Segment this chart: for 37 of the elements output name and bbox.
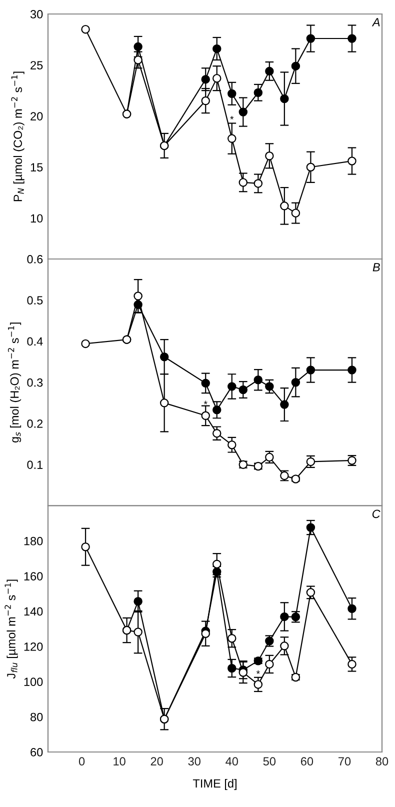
y-tick-label: 140 (24, 607, 43, 616)
x-tick-label: 50 (263, 757, 276, 766)
annotation: C (372, 510, 380, 518)
x-tick-label: 70 (338, 757, 351, 766)
y-tick-label: 0.5 (27, 296, 43, 305)
y-tick-label: 0.2 (27, 420, 43, 428)
annotation: B (372, 263, 380, 272)
y-axis-title: J$_{flu}$ [µmol m$^{−2}$ s$^{−1}$] (4, 580, 18, 679)
x-tick-label: 30 (188, 757, 200, 766)
y-tick-label: 15 (30, 163, 43, 172)
x-tick-label: 40 (226, 757, 238, 766)
x-tick-label: 0 (78, 757, 85, 766)
y-tick-label: 180 (24, 536, 43, 546)
y-tick-label: 25 (30, 61, 43, 70)
y-tick-label: 120 (24, 642, 43, 651)
x-tick-label: 80 (376, 757, 388, 766)
y-tick-label: 100 (24, 678, 43, 686)
x-tick-label: 20 (150, 757, 163, 766)
x-axis-title: TIME [d] (192, 778, 236, 790)
annotation: * (256, 670, 260, 674)
x-tick-label: 60 (300, 757, 314, 766)
y-tick-label: 0.1 (27, 460, 43, 469)
y-tick-label: 80 (30, 712, 43, 722)
y-axis-title: P$_{N}$ [µmol (CO₂) m$^{−2}$ s$^{−1}$] (11, 72, 24, 202)
y-tick-label: 0.3 (27, 378, 43, 387)
annotation: A (372, 18, 380, 26)
y-tick-label: 30 (30, 10, 43, 18)
y-tick-label: 10 (30, 214, 43, 223)
y-axis-title: g$_{s}$ [mol (H₂O) m$^{−2}$ s$^{−1}$] (8, 322, 22, 442)
y-tick-label: 160 (24, 572, 43, 580)
y-tick-label: 0.4 (27, 337, 43, 346)
y-tick-label: 0.6 (27, 255, 43, 264)
y-tick-label: 60 (30, 748, 43, 756)
annotation: * (230, 116, 234, 120)
x-tick-label: 10 (114, 757, 126, 766)
y-tick-label: 20 (30, 112, 43, 120)
annotation: * (204, 400, 208, 404)
